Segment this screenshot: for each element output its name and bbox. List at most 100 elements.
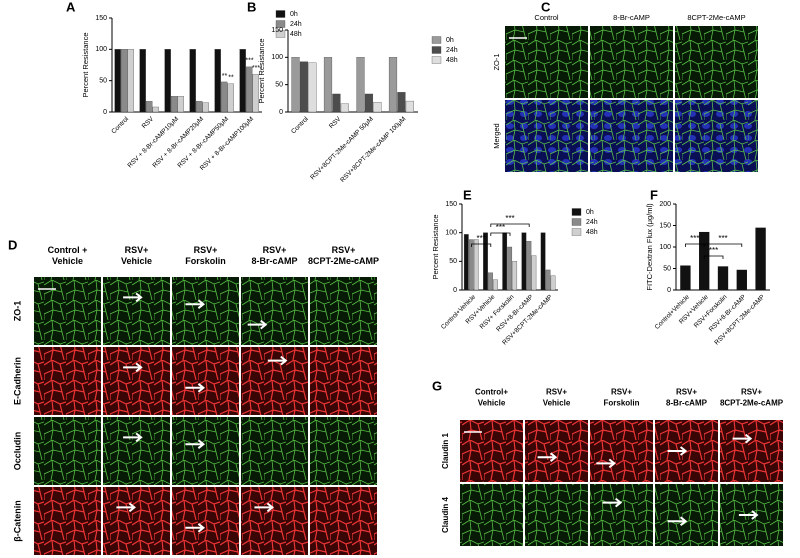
micrograph-cells: [103, 347, 170, 415]
y-tick-label: 0: [103, 109, 107, 116]
arrow: [738, 510, 759, 520]
column-label: RSV+: [676, 388, 697, 397]
row-label: Claudin 1: [441, 432, 450, 469]
bar: [699, 231, 710, 290]
y-axis-label: Percent Resistance: [431, 214, 440, 279]
significance-label: ***: [718, 234, 727, 243]
y-tick-label: 0: [667, 287, 671, 294]
arrow: [116, 502, 137, 513]
column-label: RSV+: [332, 245, 356, 255]
bar: [373, 102, 382, 113]
row-label: Occludin: [12, 432, 22, 471]
legend-swatch: [431, 36, 442, 44]
micrograph-cells: [310, 417, 377, 485]
micrograph-cells: [675, 26, 758, 98]
legend-swatch: [275, 20, 286, 28]
micrograph-cells: [525, 420, 588, 482]
significance-bracket: [490, 223, 530, 227]
column-label: Vehicle: [121, 256, 152, 266]
micrograph-cells: [675, 100, 758, 172]
micrograph-cells: [103, 487, 170, 555]
micrograph-cells: [34, 277, 101, 345]
bar: [526, 241, 532, 291]
micrograph-cells: [172, 277, 239, 345]
panel-letter: E: [463, 187, 472, 202]
column-label: RSV+: [263, 245, 287, 255]
bar: [164, 49, 171, 113]
column-label: RSV+: [741, 388, 762, 397]
bar: [127, 49, 134, 113]
micrograph-cells: [590, 484, 653, 546]
micrograph-cells: [505, 26, 588, 98]
legend-label: 0h: [446, 37, 454, 44]
legend-swatch: [431, 56, 442, 64]
micrograph-cells: [590, 100, 673, 172]
micrograph-cells: [241, 487, 308, 555]
significance-label: **: [228, 75, 234, 82]
legend-label: 48h: [586, 229, 598, 236]
micrograph-cells: [34, 347, 101, 415]
significance-label: ***: [505, 214, 514, 223]
bar: [488, 272, 493, 291]
micrograph-cells: [172, 417, 239, 485]
micrograph-cells: [310, 277, 377, 345]
bar: [252, 74, 259, 113]
column-label: 8-Br-cAMP: [666, 399, 708, 408]
bar: [405, 100, 414, 113]
micrograph-cells: [172, 487, 239, 555]
bar: [680, 265, 691, 290]
column-label: Forskolin: [185, 256, 226, 266]
micrograph-cells: [460, 484, 523, 546]
column-label: 8CPT-2Me-cAMP: [687, 13, 745, 22]
bar: [550, 275, 556, 291]
column-label: Vehicle: [478, 399, 506, 408]
column-label: RSV+: [546, 388, 567, 397]
significance-label: ***: [690, 234, 699, 243]
bar: [227, 83, 234, 113]
column-label: 8CPT-2Me-cAMP: [308, 256, 379, 266]
legend-label: 24h: [586, 219, 598, 226]
bar: [340, 103, 349, 113]
column-label: Vehicle: [52, 256, 83, 266]
arrow: [667, 516, 688, 526]
bar: [121, 49, 128, 113]
arrow: [537, 452, 558, 462]
bar: [214, 49, 221, 113]
legend-label: 24h: [446, 47, 458, 54]
bar: [299, 61, 309, 113]
column-label: 8-Br-cAMP: [613, 13, 650, 22]
bar: [468, 239, 474, 291]
significance-bracket: [703, 255, 724, 259]
column-label: 8CPT-2Me-cAMP: [720, 399, 784, 408]
bar: [483, 232, 488, 291]
significance-bracket: [471, 243, 492, 247]
row-label: E-Cadherin: [12, 357, 22, 405]
legend-swatch: [571, 218, 582, 226]
row-label: ZO-1: [492, 53, 501, 70]
micrograph-cells: [460, 420, 523, 482]
column-label: Forskolin: [603, 399, 639, 408]
bar: [512, 261, 518, 291]
y-tick-label: 150: [445, 201, 457, 208]
y-tick-label: 100: [95, 46, 107, 53]
micrograph-cells: [655, 484, 718, 546]
column-label: Control: [534, 13, 559, 22]
bar: [364, 93, 374, 113]
significance-label: **: [222, 73, 228, 80]
legend-label: 0h: [586, 209, 594, 216]
legend-label: 24h: [290, 21, 302, 28]
column-label: RSV+: [611, 388, 632, 397]
y-tick-label: 0: [453, 287, 457, 294]
significance-label: ***: [252, 65, 260, 72]
significance-label: ***: [245, 58, 253, 65]
bar: [356, 57, 365, 113]
micrograph-cells: [103, 277, 170, 345]
bar: [177, 96, 184, 113]
significance-label: ***: [496, 223, 505, 232]
y-tick-label: 150: [95, 15, 107, 22]
micrograph-cells: [525, 484, 588, 546]
micrograph-cells: [103, 417, 170, 485]
legend-swatch: [275, 30, 286, 38]
column-label: Vehicle: [543, 399, 571, 408]
bar: [397, 92, 406, 113]
